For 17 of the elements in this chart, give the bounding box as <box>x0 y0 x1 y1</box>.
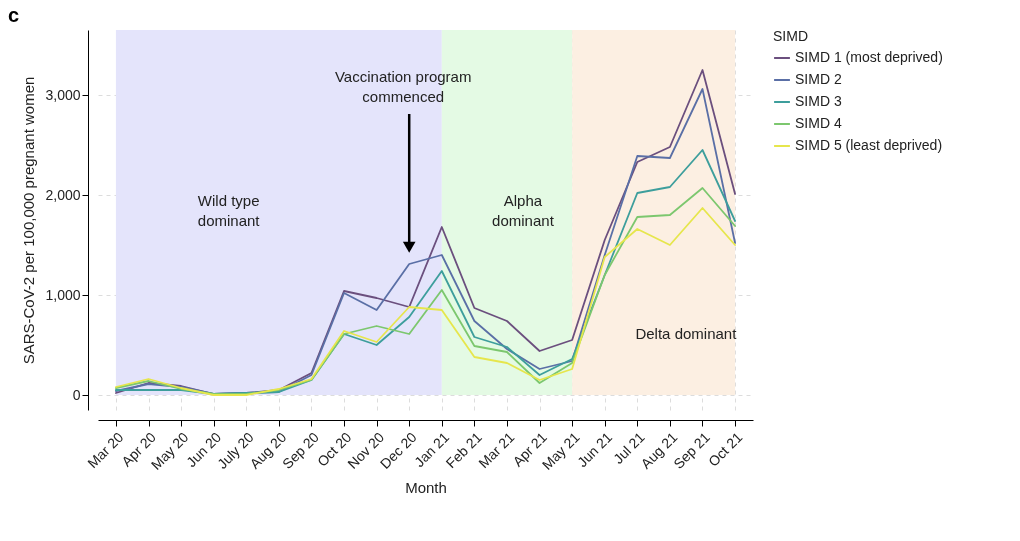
band-label: Alpha dominant <box>492 192 555 229</box>
legend-title: SIMD <box>773 28 808 44</box>
legend-label: SIMD 2 <box>795 71 842 87</box>
legend-label: SIMD 1 (most deprived) <box>795 49 943 65</box>
y-tick-label: 0 <box>72 386 81 403</box>
legend-label: SIMD 5 (least deprived) <box>795 137 943 153</box>
annotation: Vaccination program commenced <box>334 68 472 105</box>
band-label: Wild type dominant <box>197 192 261 229</box>
y-tick-label: 2,000 <box>45 186 81 203</box>
y-tick-label: 1,000 <box>45 286 81 303</box>
text: c <box>8 4 20 26</box>
x-axis-title: Month <box>405 478 447 496</box>
legend-label: SIMD 3 <box>795 93 842 109</box>
y-axis-title: SARS-CoV-2 per 100,000 pregnant women <box>20 76 38 365</box>
band-label: Delta dominant <box>635 325 738 342</box>
legend-label: SIMD 4 <box>795 115 842 131</box>
y-tick-label: 3,000 <box>45 86 81 103</box>
